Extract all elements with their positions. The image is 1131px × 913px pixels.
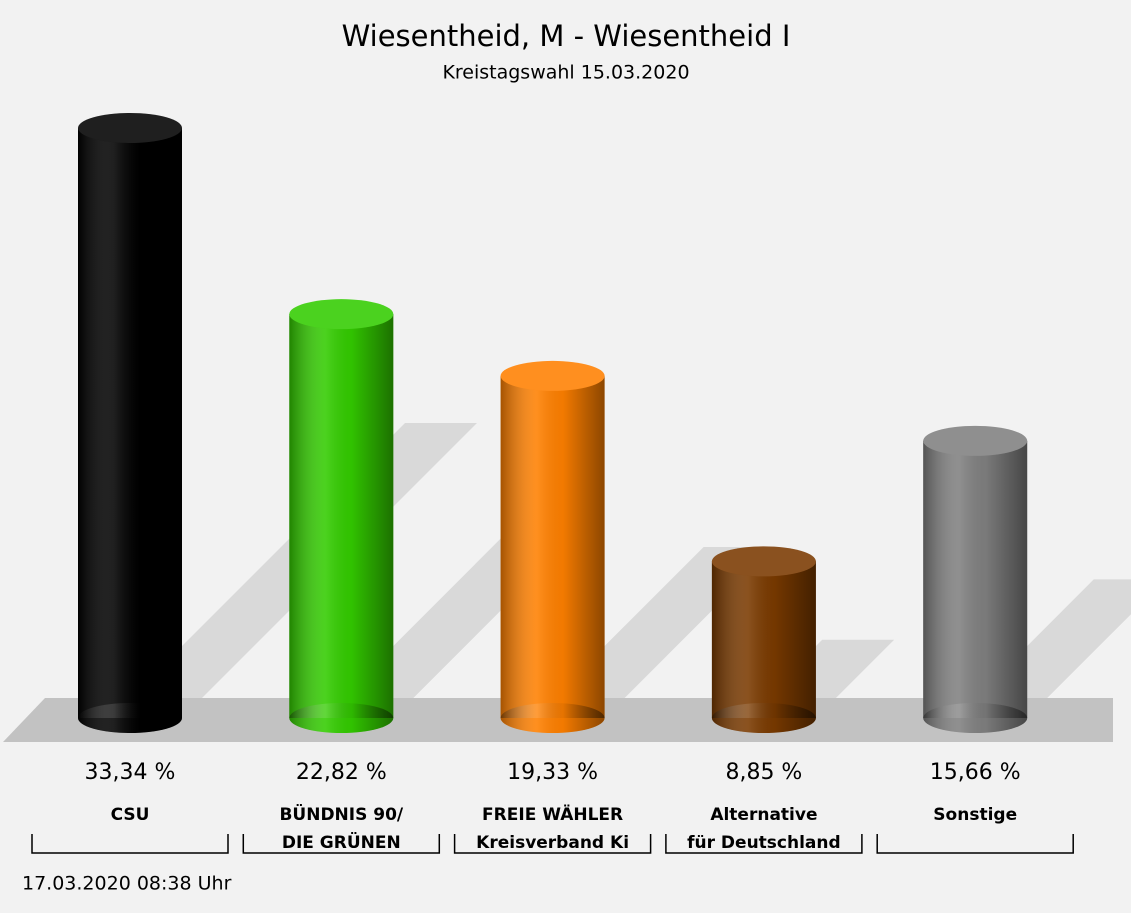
x-tick-label: Kreisverband Ki <box>476 833 629 853</box>
x-tick-label: BÜNDNIS 90/ <box>279 803 403 825</box>
bar-shade <box>711 561 816 718</box>
bar-top-light <box>289 299 394 330</box>
bar-top-light <box>711 546 816 577</box>
bar <box>923 425 1028 733</box>
bar-top <box>78 113 182 143</box>
value-label: 33,34 % <box>85 760 176 785</box>
x-tick-label: Sonstige <box>933 805 1017 825</box>
value-label: 15,66 % <box>930 760 1021 785</box>
bar <box>78 113 182 733</box>
bar-top-light <box>78 113 182 143</box>
value-label: 22,82 % <box>296 760 387 785</box>
bar-top-light <box>923 425 1028 456</box>
category-bracket <box>876 834 1074 854</box>
bar-shade <box>923 440 1028 718</box>
bar-top <box>500 360 605 391</box>
bar-shade <box>78 128 182 718</box>
bar-shade <box>500 375 605 718</box>
x-tick-label: für Deutschland <box>687 833 841 853</box>
x-tick-label: DIE GRÜNEN <box>282 831 401 853</box>
value-label: 8,85 % <box>725 760 802 785</box>
x-tick-label: CSU <box>111 805 150 825</box>
bar <box>500 360 605 733</box>
chart-subtitle: Kreistagswahl 15.03.2020 <box>442 62 689 84</box>
bar-top-light <box>500 360 605 391</box>
category-bracket <box>242 834 441 854</box>
chart-title: Wiesentheid, M - Wiesentheid I <box>342 19 791 53</box>
category-bracket <box>31 834 229 854</box>
bar <box>289 299 394 733</box>
category-bracket <box>453 834 652 854</box>
bar-top <box>289 299 394 330</box>
timestamp: 17.03.2020 08:38 Uhr <box>22 873 232 895</box>
x-tick-label: Alternative <box>710 805 817 825</box>
x-tick-label: FREIE WÄHLER <box>482 803 623 825</box>
bar-shade <box>289 314 394 718</box>
bar-top <box>923 425 1028 456</box>
category-bracket <box>665 834 863 854</box>
bars <box>78 113 1028 733</box>
value-label: 19,33 % <box>507 760 598 785</box>
bar <box>711 546 816 733</box>
bar-top <box>711 546 816 577</box>
